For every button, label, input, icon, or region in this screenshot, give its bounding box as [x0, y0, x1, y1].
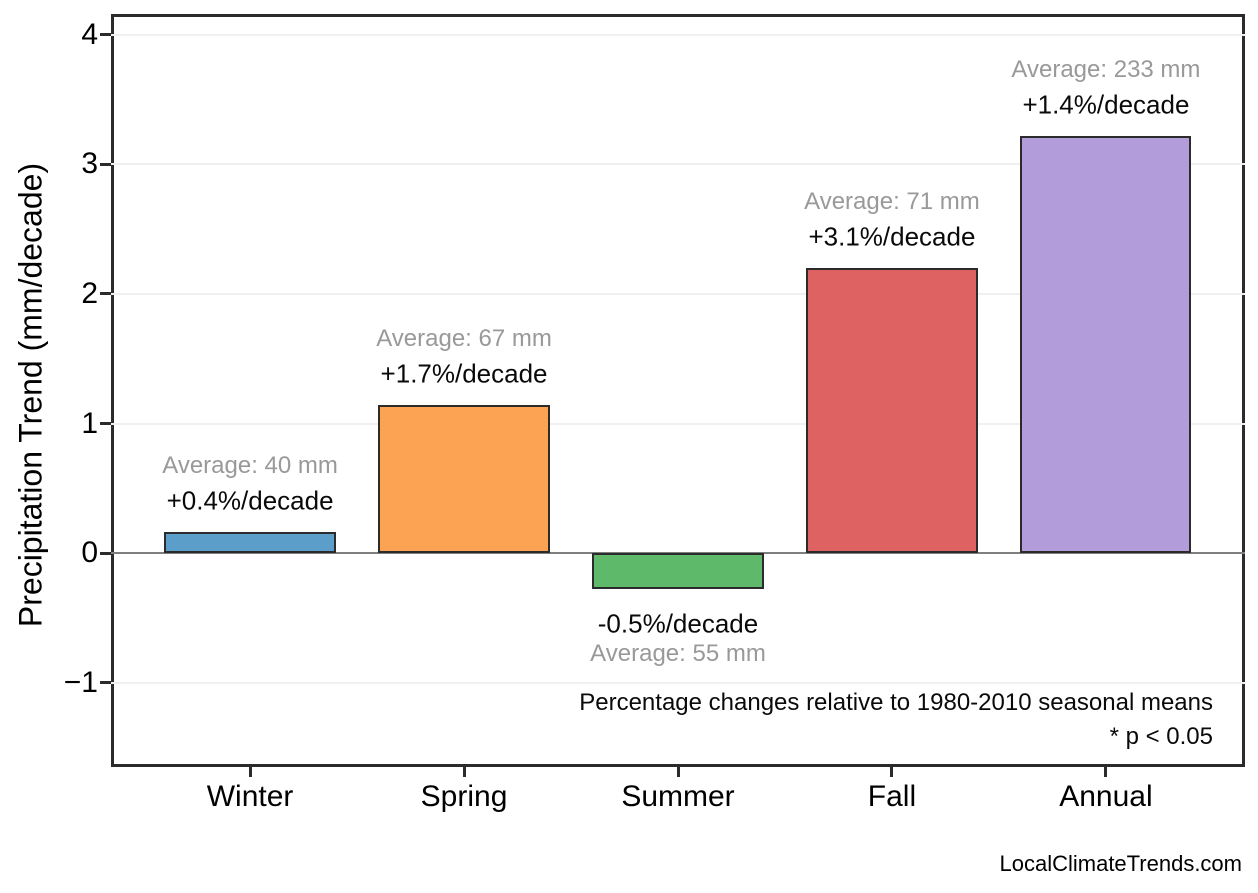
- y-tick-mark-4: [100, 33, 111, 37]
- x-tick-label-fall: Fall: [867, 780, 917, 813]
- x-tick-mark-annual: [1104, 767, 1108, 777]
- bar-average-label-summer: Average: 55 mm: [590, 640, 766, 668]
- footnote-line-2: * p < 0.05: [1109, 723, 1213, 750]
- y-tick-label-0: 0: [81, 536, 98, 570]
- gridline-y-1: [111, 422, 1245, 425]
- bar-annual: [1020, 135, 1192, 554]
- x-tick-label-spring: Spring: [420, 780, 508, 813]
- y-tick-label-3: 3: [81, 147, 98, 181]
- gridline-y-4: [111, 33, 1245, 36]
- chart-footnote: Percentage changes relative to 1980-2010…: [579, 686, 1213, 754]
- y-tick-label-1: 1: [81, 406, 98, 440]
- bar-average-label-fall: Average: 71 mm: [804, 188, 980, 216]
- bar-trend-label-spring: +1.7%/decade: [380, 358, 548, 389]
- y-tick-mark-3: [100, 162, 111, 166]
- bar-spring: [378, 405, 550, 554]
- x-tick-mark-fall: [890, 767, 894, 777]
- bar-trend-label-annual: +1.4%/decade: [1022, 89, 1190, 120]
- gridline-y--1: [111, 681, 1245, 684]
- bar-trend-label-fall: +3.1%/decade: [808, 221, 976, 252]
- watermark-text: LocalClimateTrends.com: [999, 851, 1243, 876]
- x-tick-mark-summer: [676, 767, 680, 777]
- bar-trend-label-winter: +0.4%/decade: [166, 485, 334, 516]
- bar-trend-label-summer: -0.5%/decade: [597, 608, 759, 639]
- gridline-y-2: [111, 292, 1245, 295]
- y-tick-mark-1: [100, 422, 111, 426]
- bar-summer: [592, 553, 764, 590]
- bar-fall: [806, 268, 978, 554]
- bar-average-label-winter: Average: 40 mm: [162, 452, 338, 480]
- y-tick-label-2: 2: [81, 276, 98, 310]
- y-tick-mark-2: [100, 292, 111, 296]
- gridline-y-3: [111, 163, 1245, 166]
- x-tick-mark-spring: [462, 767, 466, 777]
- y-tick-mark--1: [100, 681, 111, 685]
- y-tick-label--1: −1: [63, 665, 98, 699]
- x-tick-mark-winter: [248, 767, 252, 777]
- footnote-line-1: Percentage changes relative to 1980-2010…: [579, 689, 1213, 716]
- x-tick-label-summer: Summer: [621, 780, 735, 813]
- bar-winter: [164, 532, 336, 554]
- y-tick-label-4: 4: [81, 17, 98, 51]
- y-tick-mark-0: [100, 551, 111, 555]
- bar-average-label-spring: Average: 67 mm: [376, 325, 552, 353]
- x-tick-label-winter: Winter: [206, 780, 294, 813]
- x-tick-label-annual: Annual: [1059, 780, 1153, 813]
- bar-average-label-annual: Average: 233 mm: [1011, 55, 1201, 83]
